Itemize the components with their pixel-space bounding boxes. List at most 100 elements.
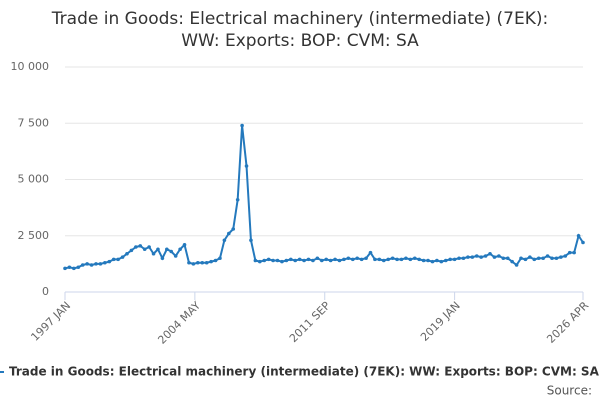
data-point	[262, 258, 267, 263]
data-point	[355, 256, 360, 261]
data-point	[386, 257, 390, 262]
data-point	[103, 260, 107, 265]
data-point	[559, 255, 563, 259]
data-point	[249, 238, 253, 243]
data-point	[204, 260, 209, 265]
data-point	[169, 249, 174, 254]
data-point	[111, 257, 116, 262]
data-point	[288, 257, 293, 262]
data-point	[293, 258, 298, 263]
data-point	[72, 266, 76, 271]
data-point	[364, 256, 368, 261]
data-point	[404, 256, 408, 261]
data-point	[240, 123, 244, 128]
data-point	[333, 257, 337, 262]
data-point	[519, 256, 523, 261]
data-point	[439, 259, 444, 264]
data-point	[253, 258, 258, 263]
data-point	[373, 257, 377, 262]
data-point	[505, 256, 510, 261]
data-point	[435, 258, 439, 263]
data-point	[129, 248, 134, 253]
chart-title: Trade in Goods: Electrical machinery (in…	[51, 9, 548, 29]
data-point	[576, 233, 581, 238]
data-point	[368, 250, 373, 255]
data-point	[297, 257, 302, 262]
data-point	[275, 258, 280, 263]
data-point	[328, 258, 333, 263]
y-tick-label: 10 000	[11, 60, 50, 73]
data-point	[550, 256, 554, 261]
data-point	[165, 247, 169, 252]
data-point	[227, 231, 231, 236]
data-point	[196, 260, 200, 265]
data-point	[151, 251, 156, 256]
data-point	[581, 240, 585, 245]
chart-title: WW: Exports: BOP: CVM: SA	[181, 31, 419, 51]
x-tick-label: 2026 APR	[544, 299, 591, 346]
data-point	[315, 256, 320, 261]
data-point	[120, 255, 125, 259]
y-tick-label: 2 500	[18, 229, 50, 242]
data-point	[536, 256, 541, 261]
x-tick-label: 2011 SEP	[287, 299, 333, 345]
data-point	[138, 244, 143, 248]
data-point	[497, 254, 501, 258]
data-point	[377, 257, 382, 262]
data-point	[134, 245, 138, 249]
data-point	[213, 258, 218, 263]
data-point	[528, 255, 532, 259]
data-point	[284, 258, 289, 263]
data-point	[319, 258, 324, 263]
data-point	[457, 256, 461, 261]
data-point	[280, 259, 284, 264]
data-point	[191, 262, 196, 266]
data-point	[554, 256, 559, 261]
data-point	[412, 256, 417, 261]
data-point	[94, 262, 98, 266]
data-point	[342, 257, 346, 262]
y-tick-label: 7 500	[18, 116, 50, 129]
data-point	[80, 263, 85, 267]
data-point	[470, 255, 475, 259]
data-point	[200, 260, 205, 265]
data-point	[63, 266, 67, 271]
data-point	[182, 242, 187, 247]
data-point	[218, 256, 222, 261]
data-point	[417, 257, 421, 262]
data-point	[85, 262, 89, 266]
data-point	[67, 265, 72, 270]
data-point	[147, 245, 151, 249]
data-point	[563, 254, 568, 258]
data-point	[125, 251, 129, 256]
data-point	[244, 164, 249, 168]
data-point	[359, 257, 364, 262]
data-point	[271, 258, 275, 263]
data-point	[306, 257, 311, 262]
data-point	[532, 257, 537, 262]
data-point	[107, 259, 112, 264]
data-point	[461, 256, 466, 261]
data-point	[474, 254, 479, 258]
data-point	[510, 259, 514, 264]
x-tick-label: 2019 JAN	[418, 299, 463, 344]
data-point	[116, 257, 120, 262]
data-point	[235, 197, 240, 202]
data-point	[160, 256, 165, 261]
data-point	[399, 257, 404, 262]
data-point	[324, 257, 329, 262]
x-tick-label: 2004 MAY	[155, 299, 203, 347]
data-point	[156, 247, 160, 252]
data-point	[173, 254, 178, 258]
data-point	[178, 247, 182, 252]
data-point	[430, 259, 435, 264]
data-point	[258, 259, 262, 264]
data-point	[572, 250, 576, 255]
data-point	[89, 263, 94, 267]
data-point	[492, 255, 497, 259]
data-point	[302, 258, 306, 263]
legend-label: Trade in Goods: Electrical machinery (in…	[9, 365, 600, 379]
data-point	[443, 258, 448, 263]
data-point	[222, 238, 227, 243]
